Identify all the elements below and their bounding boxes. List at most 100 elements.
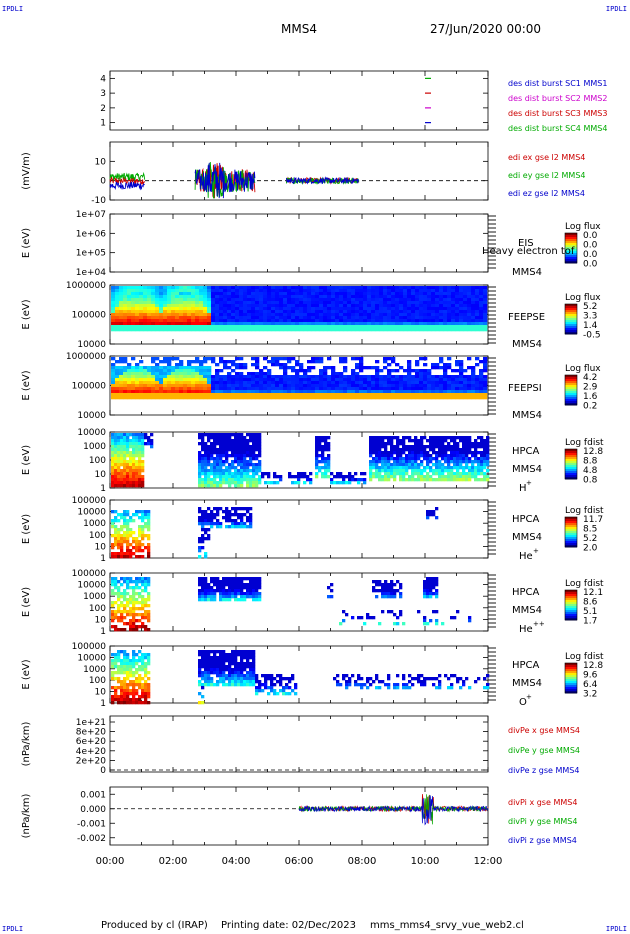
- colorbar-title-p7: Log fdist: [565, 506, 604, 516]
- ylabel-p10: (nPa/km): [21, 722, 32, 767]
- colorbar-cell-p3: [565, 243, 577, 246]
- ylabel-p7: E (eV): [21, 514, 32, 544]
- legend-p11-1: divPi y gse MMS4: [508, 817, 577, 826]
- colorbar-cell-p8: [565, 600, 577, 603]
- colorbar-cell-p9: [565, 671, 577, 674]
- colorbar-cell-p5: [565, 403, 577, 406]
- ytick-label-p7-4: 10: [95, 542, 107, 552]
- colorbar-tick-p7-3: 2.0: [583, 544, 598, 554]
- ytick-label-p11-1: 0.000: [80, 805, 106, 815]
- colorbar-tick-p8-2: 5.1: [583, 607, 597, 617]
- spectrogram-p7: [111, 507, 439, 559]
- legend-p10-2: divPe z gse MMS4: [508, 766, 579, 775]
- time-tick-label-3: 06:00: [285, 856, 314, 867]
- colorbar-cell-p8: [565, 598, 577, 601]
- colorbar-cell-p4: [565, 322, 577, 325]
- colorbar-title-p5: Log flux: [565, 364, 601, 374]
- colorbar-cell-p3: [565, 235, 577, 238]
- colorbar-cell-p9: [565, 691, 577, 694]
- species-p8: He: [519, 624, 533, 635]
- divpi-trace-2: [298, 795, 489, 826]
- colorbar-tick-p6-3: 0.8: [583, 476, 598, 486]
- ytick-label-p8-3: 100: [89, 604, 106, 614]
- time-tick-label-4: 08:00: [348, 856, 377, 867]
- colorbar-cell-p4: [565, 316, 577, 319]
- ytick-label-p5-2: 10000: [77, 411, 106, 421]
- overlay-text-p3: Heavy electron tof: [482, 246, 575, 257]
- colorbar-cell-p8: [565, 592, 577, 595]
- panel-frame-p1: [109, 70, 489, 131]
- colorbar-title-p6: Log fdist: [565, 438, 604, 448]
- ytick-label-p4-1: 100000: [72, 311, 107, 321]
- panel-frame-p9: [109, 645, 489, 704]
- time-tick-label-5: 10:00: [411, 856, 440, 867]
- colorbar-cell-p9: [565, 677, 577, 680]
- ytick-label-p4-2: 10000: [77, 340, 106, 350]
- ytick-label-p10-3: 4e+20: [76, 747, 107, 757]
- colorbar-tick-p5-3: 0.2: [583, 402, 597, 412]
- colorbar-cell-p9: [565, 665, 577, 668]
- colorbar-cell-p7: [565, 523, 577, 526]
- legend-p1-1: des dist burst SC2 MMS2: [508, 94, 607, 103]
- colorbar-cell-p3: [565, 251, 577, 254]
- edi-trace-0-1: [109, 171, 146, 181]
- ytick-label-p7-5: 1: [100, 554, 106, 564]
- ytick-label-p1-0: 1: [100, 119, 106, 129]
- colorbar-cell-p5: [565, 399, 577, 402]
- colorbar-cell-p9: [565, 683, 577, 686]
- legend-p11-0: divPi x gse MMS4: [508, 798, 577, 807]
- instrument-p9: HPCA: [512, 660, 540, 671]
- ytick-label-p11-0: 0.001: [80, 790, 106, 800]
- colorbar-cell-p4: [565, 326, 577, 329]
- colorbar-title-p9: Log fdist: [565, 652, 604, 662]
- ytick-label-p3-3: 1e+04: [76, 268, 107, 278]
- time-tick-label-6: 12:00: [474, 856, 503, 867]
- colorbar-frame-p5: [564, 374, 578, 406]
- legend-p2-0: edi ex gse l2 MMS4: [508, 153, 585, 162]
- species-charge-p7: +: [533, 547, 539, 555]
- colorbar-cell-p7: [565, 531, 577, 534]
- colorbar-tick-p4-0: 5.2: [583, 302, 597, 312]
- ytick-label-p3-0: 1e+07: [76, 210, 106, 220]
- colorbar-cell-p6: [565, 451, 577, 454]
- colorbar-cell-p7: [565, 529, 577, 532]
- colorbar-title-p3: Log flux: [565, 222, 601, 232]
- colorbar-cell-p8: [565, 618, 577, 621]
- ylabel-p4: E (eV): [21, 299, 32, 329]
- colorbar-tick-p3-2: 0.0: [583, 250, 598, 260]
- ytick-label-p2-0: 10: [95, 157, 107, 167]
- colorbar-tick-p5-2: 1.6: [583, 392, 598, 402]
- legend-p1-2: des dist burst SC3 MMS3: [508, 109, 607, 118]
- colorbar-cell-p6: [565, 469, 577, 472]
- colorbar-cell-p3: [565, 257, 577, 260]
- ytick-label-p8-4: 10: [95, 615, 107, 625]
- colorbar-cell-p6: [565, 463, 577, 466]
- colorbar-cell-p7: [565, 535, 577, 538]
- colorbar-cell-p8: [565, 590, 577, 593]
- instrument-p5: FEEPSI: [508, 383, 542, 394]
- colorbar-tick-p3-3: 0.0: [583, 260, 598, 270]
- panel-frame-p2: [109, 141, 489, 201]
- corner-label-top-right: IPDLI: [605, 5, 627, 13]
- instrument-sc-p4: MMS4: [512, 339, 542, 350]
- time-tick-label-0: 00:00: [96, 856, 125, 867]
- colorbar-cell-p5: [565, 401, 577, 404]
- ytick-label-p2-1: 0: [100, 177, 106, 187]
- instrument-p3: EIS: [518, 238, 534, 249]
- colorbar-cell-p6: [565, 471, 577, 474]
- ytick-label-p9-0: 100000: [72, 642, 107, 652]
- legend-p1-0: des dist burst SC1 MMS1: [508, 79, 607, 88]
- colorbar-tick-p8-3: 1.7: [583, 617, 597, 627]
- colorbar-tick-p6-2: 4.8: [583, 466, 598, 476]
- ytick-label-p9-5: 1: [100, 699, 106, 709]
- colorbar-cell-p9: [565, 673, 577, 676]
- colorbar-cell-p4: [565, 328, 577, 331]
- colorbar-cell-p7: [565, 521, 577, 524]
- colorbar-cell-p9: [565, 675, 577, 678]
- ytick-label-p9-1: 10000: [77, 653, 106, 663]
- colorbar-frame-p9: [564, 662, 578, 694]
- legend-p2-2: edi ez gse l2 MMS4: [508, 189, 585, 198]
- colorbar-tick-p5-0: 4.2: [583, 373, 597, 383]
- colorbar-tick-p8-0: 12.1: [583, 588, 603, 598]
- spectrogram-p5: [111, 357, 488, 400]
